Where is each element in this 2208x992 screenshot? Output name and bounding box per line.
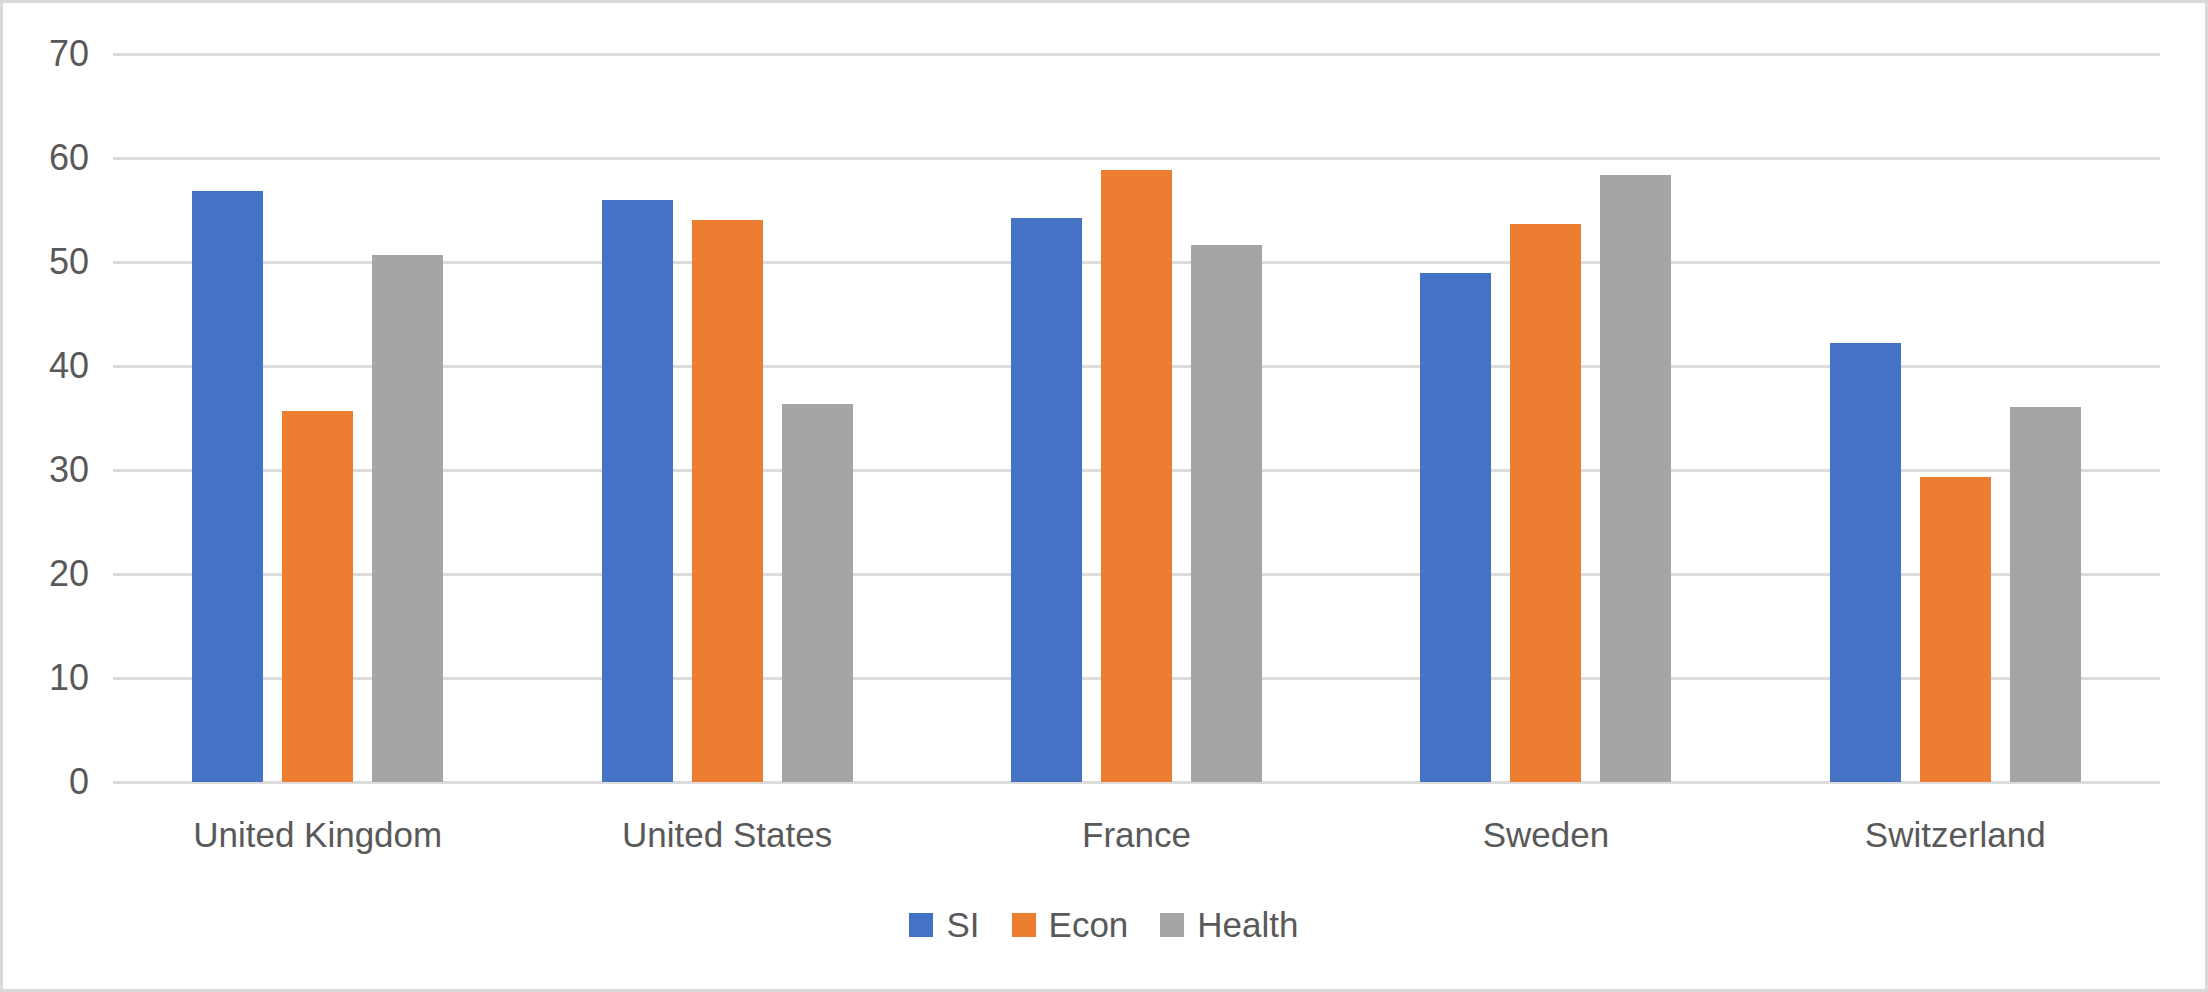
y-axis-tick-label: 40	[3, 342, 89, 390]
bar-econ-2	[1101, 170, 1172, 782]
legend: SI Econ Health	[3, 899, 2205, 951]
legend-item-econ: Econ	[1012, 899, 1129, 951]
bar-si-4	[1830, 343, 1901, 782]
category-group	[1341, 54, 1750, 782]
legend-label: Econ	[1049, 899, 1129, 951]
bar-econ-0	[282, 411, 353, 782]
bar-health-1	[782, 404, 853, 782]
y-axis-tick-label: 10	[3, 654, 89, 702]
x-axis-category-label: United Kingdom	[113, 809, 522, 861]
plot-area	[113, 54, 2160, 782]
bar-health-2	[1191, 245, 1262, 782]
x-axis-category-label: France	[932, 809, 1341, 861]
bar-econ-1	[692, 220, 763, 782]
x-axis-category-label: United States	[522, 809, 931, 861]
bar-health-0	[372, 255, 443, 782]
legend-item-si: SI	[909, 899, 979, 951]
bar-econ-3	[1510, 224, 1581, 782]
bar-si-0	[192, 191, 263, 782]
legend-label: SI	[946, 899, 979, 951]
legend-swatch-icon	[909, 913, 933, 937]
bar-si-1	[602, 200, 673, 782]
category-group	[1751, 54, 2160, 782]
bar-chart: SI Econ Health 0 10 20 30 40 50 60 70 United Kingd…	[0, 0, 2208, 992]
category-group	[522, 54, 931, 782]
category-group	[113, 54, 522, 782]
bar-si-3	[1420, 273, 1491, 782]
category-group	[932, 54, 1341, 782]
x-axis-category-label: Switzerland	[1751, 809, 2160, 861]
y-axis-tick-label: 60	[3, 134, 89, 182]
x-axis-category-label: Sweden	[1341, 809, 1750, 861]
y-axis-tick-label: 20	[3, 550, 89, 598]
y-axis-tick-label: 30	[3, 446, 89, 494]
bar-si-2	[1011, 218, 1082, 782]
legend-swatch-icon	[1012, 913, 1036, 937]
bar-econ-4	[1920, 477, 1991, 782]
y-axis-tick-label: 0	[3, 758, 89, 806]
legend-label: Health	[1197, 899, 1298, 951]
y-axis-tick-label: 70	[3, 30, 89, 78]
y-axis-tick-label: 50	[3, 238, 89, 286]
legend-swatch-icon	[1160, 913, 1184, 937]
legend-item-health: Health	[1160, 899, 1298, 951]
bar-health-3	[1600, 175, 1671, 782]
bar-health-4	[2010, 407, 2081, 782]
